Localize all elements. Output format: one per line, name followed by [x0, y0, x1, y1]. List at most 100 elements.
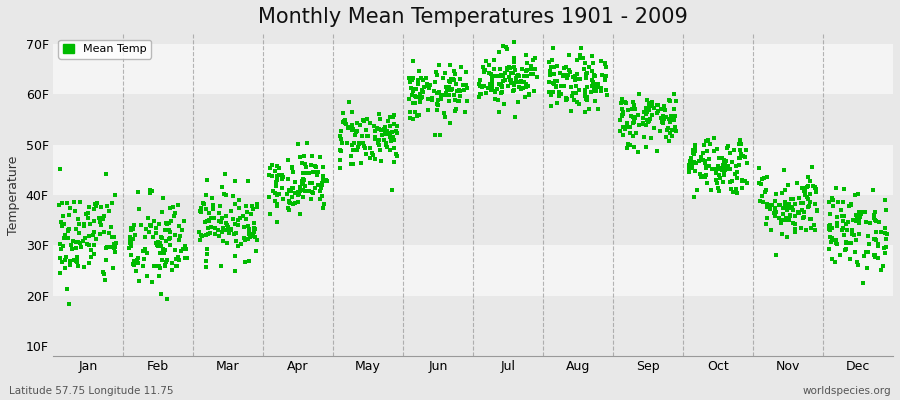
Point	[494, 90, 508, 96]
Point	[587, 85, 601, 91]
Point	[620, 145, 634, 151]
Point	[389, 151, 403, 158]
Point	[581, 106, 596, 112]
Point	[164, 218, 178, 224]
Point	[665, 127, 680, 133]
Point	[730, 190, 744, 196]
Point	[779, 207, 794, 213]
Point	[86, 205, 101, 212]
Point	[372, 142, 386, 148]
Point	[644, 99, 659, 105]
Point	[688, 160, 703, 166]
Point	[632, 91, 646, 98]
Point	[698, 172, 713, 179]
Title: Monthly Mean Temperatures 1901 - 2009: Monthly Mean Temperatures 1901 - 2009	[258, 7, 688, 27]
Point	[90, 200, 104, 206]
Point	[795, 207, 809, 213]
Point	[276, 196, 291, 202]
Point	[154, 242, 168, 249]
Point	[696, 150, 710, 156]
Point	[169, 256, 184, 262]
Point	[282, 187, 296, 194]
Point	[61, 234, 76, 241]
Point	[127, 258, 141, 264]
Point	[572, 101, 586, 108]
Point	[334, 128, 348, 134]
Point	[629, 130, 643, 136]
Point	[155, 256, 169, 263]
Point	[859, 219, 873, 225]
Point	[803, 178, 817, 184]
Point	[199, 264, 213, 270]
Point	[496, 73, 510, 79]
Point	[263, 165, 277, 172]
Point	[430, 101, 445, 107]
Point	[795, 185, 809, 191]
Point	[669, 98, 683, 104]
Point	[788, 213, 803, 219]
Point	[281, 205, 295, 211]
Point	[345, 122, 359, 128]
Point	[631, 112, 645, 118]
Point	[688, 142, 702, 148]
Point	[444, 86, 458, 93]
Point	[662, 97, 676, 103]
Point	[219, 213, 233, 220]
Point	[573, 44, 588, 51]
Point	[643, 118, 657, 124]
Point	[623, 123, 637, 130]
Point	[425, 95, 439, 101]
Point	[485, 79, 500, 85]
Point	[736, 153, 751, 160]
Point	[775, 231, 789, 237]
Point	[858, 209, 872, 216]
Point	[316, 176, 330, 182]
Point	[563, 69, 578, 76]
Point	[859, 249, 873, 255]
Point	[179, 254, 194, 261]
Point	[368, 128, 382, 134]
Point	[796, 185, 811, 192]
Point	[503, 69, 517, 76]
Point	[779, 217, 794, 223]
Point	[732, 162, 746, 168]
Point	[682, 162, 697, 168]
Point	[412, 112, 427, 118]
Point	[298, 183, 312, 190]
Point	[220, 240, 235, 246]
Point	[406, 116, 420, 122]
Point	[485, 77, 500, 83]
Point	[506, 70, 520, 76]
Point	[338, 119, 352, 126]
Point	[591, 106, 606, 112]
Point	[430, 97, 445, 104]
Point	[686, 150, 700, 156]
Point	[387, 137, 401, 143]
Point	[387, 159, 401, 165]
Point	[650, 148, 664, 154]
Point	[685, 164, 699, 170]
Point	[729, 163, 743, 169]
Point	[173, 233, 187, 240]
Point	[698, 174, 712, 180]
Point	[590, 81, 605, 87]
Point	[302, 170, 317, 177]
Point	[529, 73, 544, 80]
Point	[378, 142, 392, 148]
Point	[554, 82, 568, 89]
Point	[661, 127, 675, 133]
Point	[452, 86, 466, 93]
Point	[130, 255, 145, 262]
Point	[668, 124, 682, 130]
Point	[472, 94, 486, 100]
Point	[548, 83, 562, 89]
Point	[479, 58, 493, 64]
Point	[126, 226, 140, 233]
Point	[517, 84, 531, 91]
Point	[356, 118, 371, 124]
Point	[491, 49, 506, 56]
Point	[791, 209, 806, 215]
Point	[800, 193, 814, 200]
Point	[687, 151, 701, 158]
Point	[85, 254, 99, 260]
